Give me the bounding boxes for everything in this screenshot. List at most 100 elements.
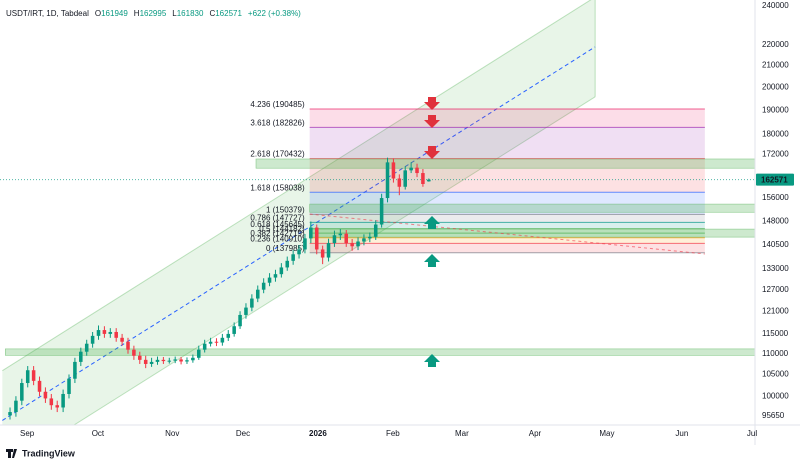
y-tick-label: 127000 — [762, 285, 789, 294]
fib-label: 2.618 (170432) — [250, 150, 305, 159]
candle-body — [267, 277, 272, 283]
candle-body — [232, 326, 236, 334]
candle-body — [332, 235, 337, 244]
candle-body — [149, 361, 154, 364]
candle-body — [291, 254, 295, 261]
fib-zone — [309, 222, 705, 229]
x-tick-label: Jun — [675, 429, 688, 438]
fib-zone — [309, 233, 705, 238]
candle-body — [55, 405, 59, 408]
candle-body — [167, 360, 172, 362]
fib-zone — [309, 109, 705, 128]
field-key: H — [134, 9, 140, 18]
last-price-box — [756, 173, 794, 186]
down-arrow — [424, 97, 440, 110]
candle-body — [279, 267, 284, 275]
candle-body — [79, 351, 83, 362]
x-tick-label: Feb — [386, 429, 400, 438]
candle-body — [320, 249, 325, 258]
field-value: 162571 — [215, 9, 242, 18]
candle-body — [238, 314, 242, 327]
candle-body — [356, 241, 360, 247]
fib-zone — [309, 237, 705, 244]
fib-zone — [309, 228, 705, 234]
candle-body — [37, 380, 42, 392]
candle-body — [397, 178, 402, 187]
fib-label: 0.786 (147727) — [250, 213, 305, 222]
candle-body — [273, 274, 278, 278]
candle-body — [43, 391, 48, 399]
field-value: 161830 — [177, 9, 204, 18]
candle-body — [84, 343, 89, 352]
candle-body — [409, 167, 413, 171]
candle-body — [179, 359, 183, 362]
candle-body — [191, 357, 195, 361]
fib-zone — [309, 158, 705, 193]
candle-body — [326, 243, 331, 258]
channel-upper — [2, 0, 592, 372]
candle-body — [403, 170, 407, 187]
candle-body — [373, 224, 378, 237]
logo-icon — [6, 449, 17, 458]
y-tick-label: 121000 — [762, 306, 789, 315]
fib-label: 0.618 (145645) — [250, 220, 305, 229]
y-tick-label: 148000 — [762, 217, 789, 226]
candle-body — [368, 236, 372, 239]
candle-body — [309, 227, 313, 239]
y-tick-label: 133000 — [762, 264, 789, 273]
x-tick-label: Nov — [165, 429, 179, 438]
y-tick-label: 240000 — [762, 1, 789, 10]
y-tick-label: 200000 — [762, 82, 789, 91]
x-tick-label: Mar — [455, 429, 469, 438]
field-key: C — [209, 9, 215, 18]
y-tick-label: 115000 — [762, 329, 789, 338]
candle-body — [250, 298, 254, 308]
candle-body — [379, 198, 384, 225]
candle-body — [244, 307, 248, 315]
candle-body — [143, 359, 148, 364]
candle-body — [114, 331, 118, 338]
x-tick-label: Sep — [20, 429, 35, 438]
fib-label: 0 (137985) — [266, 244, 305, 253]
y-tick-label: 140500 — [762, 240, 789, 249]
candle-body — [8, 412, 12, 416]
fib-label: 0.5 (144182) — [259, 224, 305, 233]
candle-body — [421, 173, 425, 184]
zone — [5, 348, 755, 356]
candle-body — [67, 378, 71, 394]
y-tick-label: 210000 — [762, 61, 789, 70]
candle-body — [385, 162, 390, 199]
x-tick-label: Oct — [92, 429, 105, 438]
zone — [309, 203, 755, 213]
candle-body — [285, 260, 290, 268]
arrows — [424, 97, 440, 367]
field-key: L — [172, 9, 177, 18]
candle-body — [303, 238, 307, 250]
fib-zone — [309, 192, 705, 215]
y-tick-label: 190000 — [762, 105, 789, 114]
fib-zone — [309, 243, 705, 253]
x-tick-label: 2026 — [309, 429, 327, 438]
fib-label: 0.382 (142719) — [250, 229, 305, 238]
candle-body — [161, 359, 166, 362]
field-value: 162995 — [140, 9, 167, 18]
candle-body — [108, 331, 113, 334]
x-tick-label: May — [599, 429, 614, 438]
candle-body — [362, 238, 366, 242]
y-tick-label: 172000 — [762, 150, 789, 159]
symbol: USDT/IRT, 1D, Tabdeal — [6, 9, 89, 18]
y-tick-label: 180000 — [762, 129, 789, 138]
y-tick-label: 220000 — [762, 40, 789, 49]
fib-label: 0.236 (140910) — [250, 234, 305, 243]
x-tick-label: Apr — [529, 429, 542, 438]
fib-zone — [309, 127, 705, 159]
candle-body — [61, 393, 65, 408]
down-arrow — [424, 115, 440, 128]
up-arrow — [424, 254, 440, 267]
candle-body — [96, 330, 101, 336]
y-tick-label: 105000 — [762, 370, 789, 379]
candle-body — [344, 233, 349, 244]
x-tick-label: Dec — [236, 429, 250, 438]
candle-body — [314, 227, 319, 250]
